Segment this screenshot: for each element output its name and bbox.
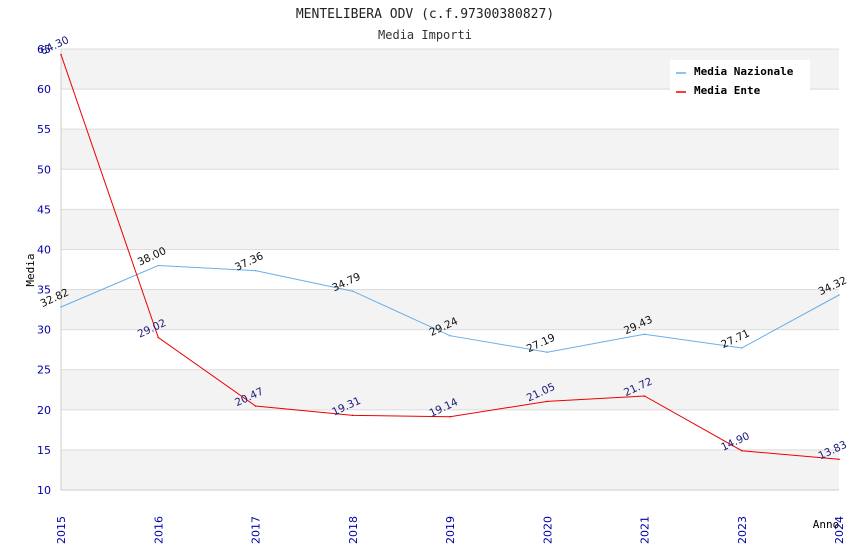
grid-band [61, 249, 839, 290]
chart-subtitle: Media Importi [378, 28, 472, 42]
x-tick-label: 2017 [250, 516, 263, 544]
legend-label-media-nazionale: Media Nazionale [694, 65, 794, 78]
grid-band [61, 129, 839, 170]
y-tick-label: 10 [37, 484, 51, 497]
y-tick-label: 30 [37, 324, 51, 337]
y-tick-label: 15 [37, 444, 51, 457]
y-axis-ticks: 10 15 20 25 30 35 40 45 50 55 60 65 [37, 43, 51, 497]
data-point [838, 294, 840, 296]
grid-band [61, 209, 839, 250]
data-point [60, 53, 62, 56]
data-point [60, 306, 62, 308]
data-point [351, 414, 354, 417]
x-tick-label: 2024 [833, 516, 846, 544]
data-point [351, 290, 354, 293]
y-tick-label: 55 [37, 123, 51, 136]
legend: Media Nazionale Media Ente [670, 60, 810, 102]
legend-box [670, 60, 810, 102]
data-point [157, 336, 160, 339]
data-point [838, 458, 840, 461]
y-tick-label: 20 [37, 404, 51, 417]
data-point [546, 400, 549, 403]
x-tick-label: 2016 [152, 516, 165, 544]
data-point [449, 415, 451, 418]
x-tick-label: 2018 [347, 516, 360, 544]
data-point [740, 449, 743, 452]
x-tick-label: 2020 [541, 516, 554, 544]
data-point [254, 269, 257, 272]
grid-band [61, 289, 839, 330]
data-point [449, 334, 451, 337]
y-tick-label: 50 [37, 163, 51, 176]
grid-band [61, 449, 839, 490]
grid-band [61, 369, 839, 410]
grid-band [61, 169, 839, 210]
y-tick-label: 35 [37, 284, 51, 297]
y-tick-label: 25 [37, 364, 51, 377]
x-axis-ticks: 2015 2016 2017 2018 2019 2020 2021 2023 2024 [55, 516, 846, 544]
x-tick-label: 2023 [736, 516, 749, 544]
x-tick-label: 2019 [444, 516, 457, 544]
chart-title: MENTELIBERA ODV (c.f.97300380827) [296, 7, 554, 22]
y-tick-label: 60 [37, 83, 51, 96]
series-lines [60, 53, 840, 461]
x-tick-label: 2015 [55, 516, 68, 544]
y-tick-label: 40 [37, 243, 51, 256]
y-tick-label: 45 [37, 203, 51, 216]
data-point [157, 264, 160, 267]
legend-label-media-ente: Media Ente [694, 84, 761, 97]
y-tick-label: 65 [37, 43, 51, 56]
data-point [643, 395, 646, 397]
grid-bands [60, 48, 839, 491]
data-point [546, 351, 549, 353]
x-axis-label: Anno [813, 518, 840, 531]
data-point [254, 405, 257, 407]
x-tick-label: 2021 [639, 516, 652, 544]
y-axis-label: Media [24, 253, 37, 286]
data-point [740, 347, 743, 349]
data-point [643, 333, 646, 336]
